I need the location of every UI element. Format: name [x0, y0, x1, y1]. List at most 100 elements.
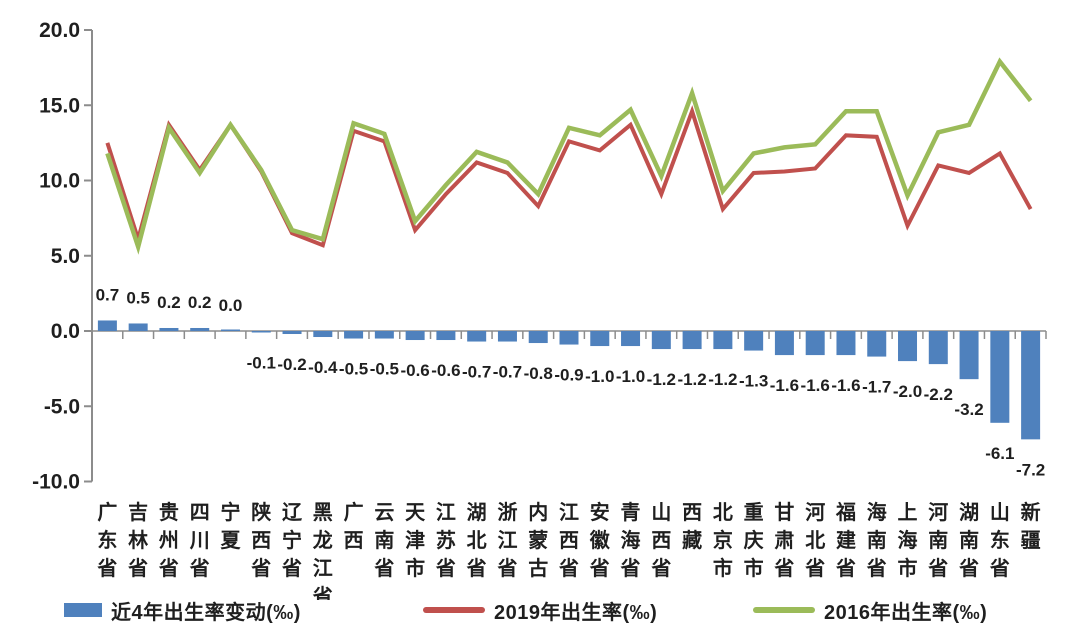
category-label: 龙	[313, 528, 333, 552]
category-label: 省	[373, 557, 394, 580]
birth-rate-combo-chart: 20.0 15.0 10.0 5.0 0.0 -5.0 -10.0 0.7 0.5 0.2 0.2 0…	[32, 19, 1047, 600]
category-label: 南	[374, 529, 394, 552]
change-bar	[374, 331, 394, 339]
category-label: 北	[713, 501, 733, 524]
category-label: 山	[990, 501, 1010, 524]
change-bar	[467, 331, 487, 342]
y-axis-tick-label: -10.0	[32, 471, 80, 494]
category-label: 西	[251, 530, 271, 552]
category-label: 江	[497, 529, 517, 552]
category-label: 北	[467, 529, 487, 552]
bar-value-label: -1.2	[708, 370, 737, 389]
y-axis-tick-label: 20.0	[39, 19, 80, 42]
category-label: 省	[496, 557, 517, 580]
change-bar	[159, 327, 179, 331]
category-label: 藏	[682, 528, 702, 552]
category-label: 浙	[497, 500, 517, 524]
change-bar	[282, 331, 302, 335]
bar-value-label: 0.2	[188, 293, 212, 312]
category-label: 吉	[128, 501, 148, 524]
category-label: 省	[989, 557, 1010, 580]
category-label: 西	[651, 530, 671, 552]
bar-value-label: -0.6	[431, 361, 460, 380]
change-bar	[651, 331, 671, 350]
category-label: 安	[590, 500, 610, 524]
category-label: 广	[344, 500, 364, 524]
category-label: 宁	[282, 528, 302, 552]
y-axis-tick-label: -5.0	[44, 395, 80, 418]
category-label: 西	[559, 530, 579, 552]
y-axis-tick-label: 10.0	[39, 170, 80, 193]
bar-value-label: -0.7	[462, 363, 491, 382]
category-label: 省	[927, 557, 948, 580]
category-label: 市	[898, 556, 918, 580]
change-bar	[128, 323, 148, 331]
category-label: 省	[466, 557, 487, 580]
category-label: 建	[836, 528, 856, 552]
category-label: 市	[744, 556, 764, 580]
category-label: 省	[804, 557, 825, 580]
category-label: 重	[744, 501, 764, 524]
legend-line-swatch-2016	[753, 607, 815, 613]
y-axis-tick-label: 0.0	[51, 320, 80, 343]
change-bar	[621, 331, 641, 347]
change-bar	[867, 331, 887, 357]
category-label: 苏	[436, 529, 456, 552]
category-label: 东	[990, 528, 1010, 552]
bar-value-label: -0.5	[370, 360, 399, 379]
category-label: 湖	[467, 501, 487, 524]
change-bar	[559, 331, 579, 345]
change-bar	[97, 320, 117, 331]
category-label: 河	[805, 501, 825, 524]
bar-value-label: -3.2	[954, 400, 983, 419]
category-label: 省	[558, 557, 579, 580]
change-bar	[959, 331, 979, 380]
change-bar	[744, 331, 764, 351]
category-label: 江	[436, 501, 456, 524]
category-label: 州	[159, 529, 179, 552]
category-label: 庆	[744, 528, 764, 552]
change-bar	[528, 331, 548, 344]
bar-value-label: 0.7	[96, 285, 120, 304]
category-label: 辽	[282, 501, 303, 524]
category-label: 黑	[313, 501, 333, 524]
change-bar	[344, 331, 364, 339]
change-bar	[713, 331, 733, 350]
change-bar	[313, 331, 333, 338]
bar-value-label: -1.6	[770, 376, 799, 395]
bar-value-label: -0.8	[524, 364, 553, 383]
category-label: 东	[97, 528, 117, 552]
category-label: 省	[620, 557, 641, 580]
category-label: 南	[959, 529, 979, 552]
category-label: 京	[713, 528, 733, 552]
category-label: 西	[344, 530, 364, 552]
category-label: 南	[867, 529, 887, 552]
legend-bar-swatch	[64, 603, 102, 617]
category-label: 河	[928, 501, 948, 524]
category-label: 省	[127, 557, 148, 580]
category-label: 海	[621, 528, 641, 552]
category-label: 川	[189, 530, 210, 552]
category-label: 青	[621, 501, 641, 524]
category-label: 林	[128, 528, 148, 552]
bar-value-label: -0.6	[400, 361, 429, 380]
category-label: 南	[928, 529, 948, 552]
category-label: 夏	[220, 529, 241, 552]
category-label: 广	[97, 500, 117, 524]
category-label: 北	[805, 529, 825, 552]
category-label: 山	[651, 501, 671, 524]
category-label: 省	[250, 557, 271, 580]
category-label: 省	[435, 557, 456, 580]
bar-value-label: -0.5	[339, 360, 368, 379]
legend-label-change: 近4年出生率变动(‰)	[111, 601, 301, 624]
category-label: 海	[867, 500, 887, 524]
bar-value-label: -1.7	[862, 378, 891, 397]
category-label: 新	[1021, 500, 1041, 524]
bar-value-label: -6.1	[985, 444, 1014, 463]
category-label: 省	[866, 557, 887, 580]
change-bar	[836, 331, 856, 356]
legend-item-2019-line: 2019年出生率(‰)	[423, 595, 657, 625]
category-label: 湖	[959, 501, 979, 524]
change-bar	[774, 331, 794, 356]
category-label: 徽	[589, 528, 611, 552]
